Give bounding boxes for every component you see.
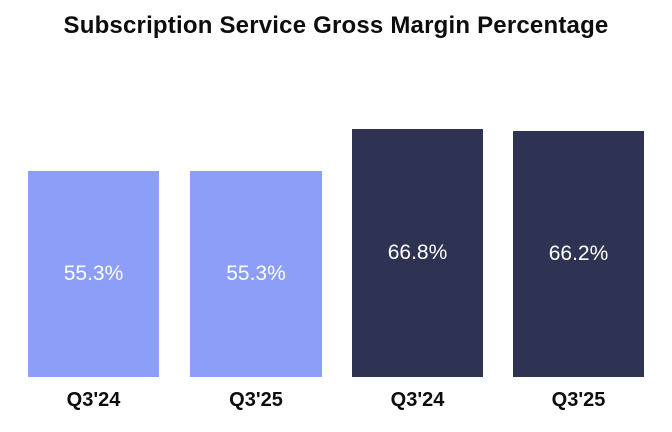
bar-value-label: 66.8% bbox=[387, 241, 448, 264]
bar-q325-light: 55.3% bbox=[190, 171, 322, 377]
bar-q325-dark: 66.2% bbox=[513, 131, 644, 377]
bar-value-label: 55.3% bbox=[226, 262, 286, 285]
x-axis-label-q325-dark: Q3'25 bbox=[551, 389, 606, 411]
bar-q324-light: 55.3% bbox=[28, 171, 159, 377]
x-axis-label-q325-light: Q3'25 bbox=[229, 389, 283, 411]
x-axis-label-q324-dark: Q3'24 bbox=[390, 389, 445, 411]
bar-value-label: 66.2% bbox=[548, 242, 609, 265]
bar-value-label: 55.3% bbox=[63, 262, 124, 285]
x-axis-label-q324-light: Q3'24 bbox=[66, 389, 121, 411]
chart-title: Subscription Service Gross Margin Percen… bbox=[63, 12, 609, 39]
bar-q324-dark: 66.8% bbox=[352, 129, 483, 377]
